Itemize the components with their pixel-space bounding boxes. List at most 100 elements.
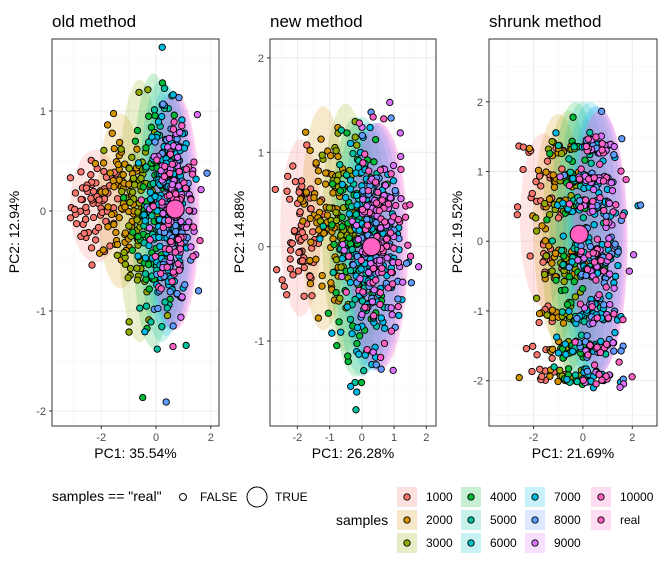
data-point <box>187 243 195 251</box>
legend-item-9000: 9000 <box>525 533 581 553</box>
data-point <box>110 220 118 229</box>
data-point <box>308 292 316 300</box>
data-point <box>87 194 95 203</box>
data-point <box>387 170 395 178</box>
data-point <box>545 242 553 250</box>
data-point <box>525 144 534 153</box>
data-point <box>142 302 151 310</box>
data-point <box>142 144 150 152</box>
data-point <box>150 106 159 114</box>
data-point <box>306 146 314 155</box>
legend-label: 1000 <box>426 490 453 504</box>
data-point <box>120 248 128 257</box>
data-point <box>545 195 554 203</box>
legend-item-real: real <box>591 510 640 530</box>
data-point <box>346 139 355 147</box>
data-point <box>577 247 585 256</box>
data-point <box>149 202 157 211</box>
data-point <box>151 138 159 146</box>
data-point <box>559 232 567 240</box>
data-point <box>314 167 323 175</box>
data-point <box>378 264 386 272</box>
data-point <box>597 107 606 115</box>
data-point <box>538 372 546 381</box>
data-point <box>345 252 353 260</box>
data-point <box>158 323 166 331</box>
data-point <box>300 292 308 300</box>
data-point <box>80 229 88 237</box>
data-point <box>541 199 549 208</box>
data-point <box>559 199 567 207</box>
data-point <box>556 366 564 374</box>
data-point <box>597 256 605 265</box>
data-point <box>557 149 566 158</box>
data-point <box>589 197 597 205</box>
legend-point-icon <box>403 516 411 524</box>
data-point <box>125 180 133 188</box>
data-point <box>628 373 636 381</box>
data-point <box>271 185 279 194</box>
data-point <box>554 349 563 357</box>
data-point <box>289 162 297 170</box>
data-point <box>290 226 299 235</box>
data-point <box>383 235 391 243</box>
legend-point-icon <box>597 516 605 524</box>
data-point <box>194 287 203 295</box>
data-point <box>553 333 561 341</box>
data-point <box>312 255 320 263</box>
data-point <box>151 192 159 201</box>
data-point <box>579 214 587 222</box>
data-point <box>550 363 558 371</box>
data-point <box>370 158 378 166</box>
data-point <box>387 268 395 276</box>
data-point <box>372 199 381 207</box>
legend-label: 3000 <box>426 536 453 550</box>
data-point <box>107 210 116 219</box>
data-point <box>349 149 357 158</box>
data-point <box>387 114 395 122</box>
data-point <box>588 303 596 311</box>
data-point <box>82 184 90 192</box>
data-point <box>312 159 320 167</box>
data-point <box>181 281 189 289</box>
data-point <box>176 245 184 253</box>
data-point <box>532 227 541 235</box>
data-point <box>141 328 149 336</box>
data-point <box>338 213 346 222</box>
data-point <box>175 167 183 176</box>
data-point <box>145 224 154 232</box>
data-point <box>337 328 345 336</box>
data-point <box>535 318 543 327</box>
data-point <box>103 121 112 129</box>
data-point <box>617 347 625 355</box>
data-point <box>593 343 601 351</box>
panel-title: shrunk method <box>489 12 601 31</box>
legend-item-6000: 6000 <box>461 533 517 553</box>
data-point <box>366 123 374 132</box>
data-point <box>306 214 314 223</box>
data-point <box>598 146 606 154</box>
data-point <box>141 217 149 225</box>
data-point <box>115 138 124 147</box>
data-point <box>289 271 297 279</box>
data-point <box>144 260 153 269</box>
data-point <box>389 366 397 375</box>
data-point <box>402 259 411 268</box>
data-point <box>376 224 385 232</box>
data-point <box>610 142 618 151</box>
data-point <box>597 337 605 346</box>
data-point <box>283 291 291 299</box>
data-point <box>376 353 385 362</box>
data-point <box>561 286 569 294</box>
data-point <box>163 263 171 271</box>
data-point <box>351 133 359 141</box>
data-point <box>128 246 137 254</box>
data-point <box>172 227 180 236</box>
data-point <box>133 145 141 153</box>
data-point <box>397 152 405 161</box>
data-point <box>125 164 133 173</box>
legend-label: 10000 <box>620 490 654 504</box>
data-point <box>576 300 584 308</box>
data-point <box>394 302 402 311</box>
data-point <box>590 221 598 229</box>
